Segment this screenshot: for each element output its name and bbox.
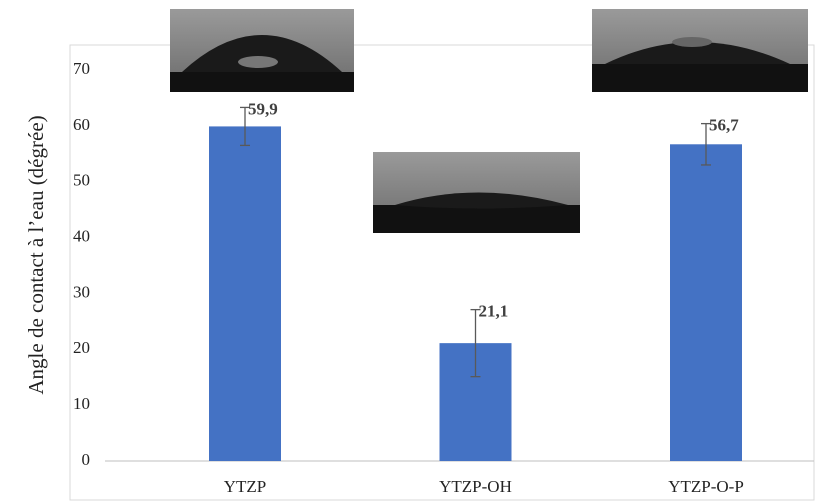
droplet-photos bbox=[170, 9, 808, 233]
photo-substrate bbox=[170, 72, 354, 92]
droplet bbox=[395, 192, 568, 209]
droplet-reflection bbox=[238, 56, 278, 68]
plot-frame bbox=[69, 44, 815, 501]
y-tick-label: 20 bbox=[73, 338, 90, 357]
droplet bbox=[605, 42, 790, 64]
y-tick-label: 40 bbox=[73, 226, 90, 245]
y-tick-label: 30 bbox=[73, 282, 90, 301]
droplet-reflection bbox=[672, 37, 712, 47]
photo-substrate bbox=[373, 205, 580, 233]
y-tick-label: 60 bbox=[73, 115, 90, 134]
y-tick-label: 70 bbox=[73, 59, 90, 78]
y-tick-label: 50 bbox=[73, 171, 90, 190]
photo-substrate bbox=[592, 64, 808, 92]
value-label: 59,9 bbox=[248, 99, 278, 118]
value-label: 21,1 bbox=[479, 302, 509, 321]
x-tick-label: YTZP bbox=[224, 477, 267, 496]
y-axis-title: Angle de contact à l’eau (dégrée) bbox=[24, 115, 48, 394]
value-label: 56,7 bbox=[709, 116, 739, 135]
x-tick-label: YTZP-OH bbox=[439, 477, 512, 496]
bar bbox=[670, 144, 742, 462]
y-tick-label: 10 bbox=[73, 394, 90, 413]
bar bbox=[209, 126, 281, 461]
x-tick-label: YTZP-O-P bbox=[668, 477, 744, 496]
droplet bbox=[182, 35, 342, 72]
y-tick-label: 0 bbox=[82, 450, 91, 469]
